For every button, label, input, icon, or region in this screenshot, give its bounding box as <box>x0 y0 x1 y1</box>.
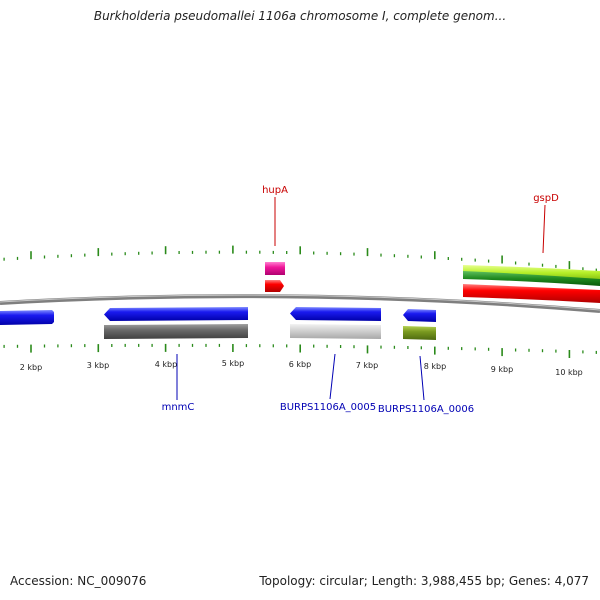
chromosome-backbone <box>0 294 600 313</box>
gene-left-arrow[interactable] <box>0 310 54 325</box>
gene-label-burps0005[interactable]: BURPS1106A_0005 <box>280 402 376 413</box>
scale-label-7kbp: 7 kbp <box>356 361 378 370</box>
scale-ticks-lower <box>3 343 597 358</box>
scale-label-8kbp: 8 kbp <box>424 362 446 371</box>
accession-text: Accession: NC_009076 <box>10 574 147 588</box>
gene-label-hupa[interactable]: hupA <box>262 185 288 196</box>
scale-label-6kbp: 6 kbp <box>289 360 311 369</box>
gene-mnmc-feature[interactable] <box>104 324 248 339</box>
gene-mnmc-arrow[interactable] <box>104 307 248 321</box>
scale-label-2kbp: 2 kbp <box>20 363 42 372</box>
gspd-leader-line <box>542 204 546 254</box>
scale-label-10kbp: 10 kbp <box>555 368 583 377</box>
gene-gspd-feature[interactable] <box>463 265 600 280</box>
genome-summary-text: Topology: circular; Length: 3,988,455 bp… <box>259 574 589 588</box>
gene-hupa-arrow[interactable] <box>265 280 284 292</box>
gene-burps0006-feature[interactable] <box>403 326 436 340</box>
gene-hupa-feature[interactable] <box>265 262 285 275</box>
gene-label-mnmc[interactable]: mnmC <box>162 402 195 413</box>
gene-burps0005-arrow[interactable] <box>290 307 381 321</box>
gene-burps0006-arrow[interactable] <box>403 309 436 322</box>
gene-label-burps0006[interactable]: BURPS1106A_0006 <box>378 404 474 415</box>
burps0006-leader-line <box>419 355 425 401</box>
scale-label-3kbp: 3 kbp <box>87 361 109 370</box>
burps0005-leader-line <box>329 353 336 400</box>
gene-label-gspd[interactable]: gspD <box>533 193 559 204</box>
map-title: Burkholderia pseudomallei 1106a chromoso… <box>93 9 507 23</box>
scale-label-4kbp: 4 kbp <box>155 360 177 369</box>
scale-label-5kbp: 5 kbp <box>222 359 244 368</box>
scale-ticks-upper <box>3 245 597 272</box>
gene-gspd-arrow[interactable] <box>463 284 600 303</box>
gene-gspd-cds[interactable] <box>463 271 600 286</box>
scale-label-9kbp: 9 kbp <box>491 365 513 374</box>
gene-burps0005-feature[interactable] <box>290 324 381 339</box>
